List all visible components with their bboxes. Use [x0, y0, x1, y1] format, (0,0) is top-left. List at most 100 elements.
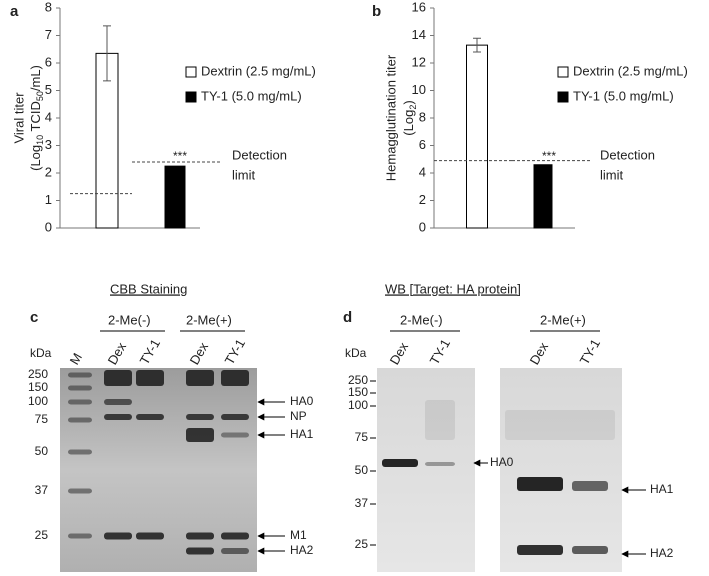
y-tick-label: 2 [45, 164, 52, 179]
gel-band [221, 414, 249, 420]
y-axis-label: (Log10 TCID50/mL) [28, 65, 45, 171]
band-label: HA2 [290, 543, 314, 557]
marker-label: 50 [35, 444, 49, 458]
gel-band [104, 370, 132, 386]
marker-label: 150 [28, 380, 48, 394]
gel-title: WB [Target: HA protein] [385, 281, 521, 296]
unit-label: kDa [345, 346, 367, 360]
significance: *** [542, 149, 556, 163]
significance: *** [173, 149, 187, 163]
marker-label: 75 [35, 412, 49, 426]
marker-label: 37 [355, 496, 369, 510]
gel-band [382, 459, 418, 467]
y-tick-label: 10 [412, 82, 426, 97]
y-tick-label: 6 [45, 54, 52, 69]
lane-label: Dex [527, 339, 552, 367]
group-label: 2-Me(-) [108, 312, 151, 327]
gel-band [68, 449, 92, 455]
unit-label: kDa [30, 346, 52, 360]
y-tick-label: 3 [45, 137, 52, 152]
legend-swatch [557, 91, 569, 103]
y-tick-label: 1 [45, 192, 52, 207]
gel-band [136, 414, 164, 420]
y-axis-label-part: (Log [401, 110, 416, 136]
y-axis-label: Hemagglutination titer [383, 54, 398, 181]
lane-label: M [67, 350, 85, 367]
y-tick-label: 5 [45, 82, 52, 97]
gel-band [186, 532, 214, 540]
marker-label: 75 [355, 430, 369, 444]
gel-band [104, 414, 132, 420]
gel-image [60, 368, 257, 572]
legend-swatch [185, 66, 197, 78]
lane-label: Dex [187, 339, 212, 367]
gel-band [572, 546, 608, 554]
legend-label: Dextrin (2.5 mg/mL) [573, 63, 688, 78]
y-tick-label: 4 [45, 109, 52, 124]
band-label: HA0 [290, 394, 314, 408]
band-label: HA1 [290, 427, 314, 441]
annotation: limit [600, 167, 623, 182]
lane-label: Dex [387, 339, 412, 367]
y-axis-label-part: 2 [408, 105, 418, 110]
gel-band [68, 417, 92, 423]
annotation: Detection [232, 147, 287, 162]
group-label: 2-Me(+) [186, 312, 232, 327]
band-label: HA1 [650, 482, 674, 496]
gel-image [500, 368, 622, 572]
marker-label: 150 [348, 385, 368, 399]
gel-band [425, 400, 455, 440]
gel-band [136, 370, 164, 386]
gel-band [104, 532, 132, 540]
band-label: M1 [290, 528, 307, 542]
error-bar [103, 25, 111, 82]
panel-label: b [372, 3, 381, 20]
y-axis-label: Viral titer [11, 92, 26, 144]
y-axis-label-part: (Log [28, 145, 43, 171]
gel-band [221, 370, 249, 386]
y-axis-label-part: 10 [35, 135, 45, 145]
marker-label: 50 [355, 463, 369, 477]
y-axis-label-part: 50 [35, 91, 45, 101]
group-label: 2-Me(-) [400, 312, 443, 327]
band-label: HA2 [650, 546, 674, 560]
gel-band [517, 545, 563, 555]
band-label: NP [290, 409, 307, 423]
marker-label: 100 [348, 398, 368, 412]
y-tick-label: 14 [412, 27, 426, 42]
gel-band [68, 372, 92, 378]
gel-band [104, 399, 132, 405]
bar [164, 165, 186, 229]
y-tick-label: 8 [45, 0, 52, 14]
group-label: 2-Me(+) [540, 312, 586, 327]
y-axis-label-part: TCID [28, 101, 43, 135]
y-axis-label: (Log2) [401, 100, 418, 135]
lane-label: TY-1 [427, 336, 453, 367]
annotation: limit [232, 167, 255, 182]
y-tick-label: 6 [419, 137, 426, 152]
lane-label: Dex [105, 339, 130, 367]
y-axis-label-part: ) [401, 100, 416, 104]
marker-label: 25 [355, 537, 369, 551]
gel-band [68, 399, 92, 405]
y-tick-label: 2 [419, 192, 426, 207]
lane-label: TY-1 [577, 336, 603, 367]
gel-band [186, 547, 214, 555]
marker-label: 250 [28, 367, 48, 381]
gel-band [572, 481, 608, 491]
gel-band [221, 548, 249, 554]
y-tick-label: 8 [419, 109, 426, 124]
lane-label: TY-1 [137, 336, 163, 367]
panel-label: c [30, 309, 38, 326]
gel-band [136, 532, 164, 540]
gel-band [505, 410, 615, 440]
gel-band [68, 385, 92, 391]
panel-label: a [10, 3, 19, 20]
y-tick-label: 4 [419, 164, 426, 179]
legend-label: Dextrin (2.5 mg/mL) [201, 63, 316, 78]
marker-label: 100 [28, 394, 48, 408]
gel-title: CBB Staining [110, 281, 187, 296]
gel-band [186, 414, 214, 420]
gel-image [377, 368, 475, 572]
